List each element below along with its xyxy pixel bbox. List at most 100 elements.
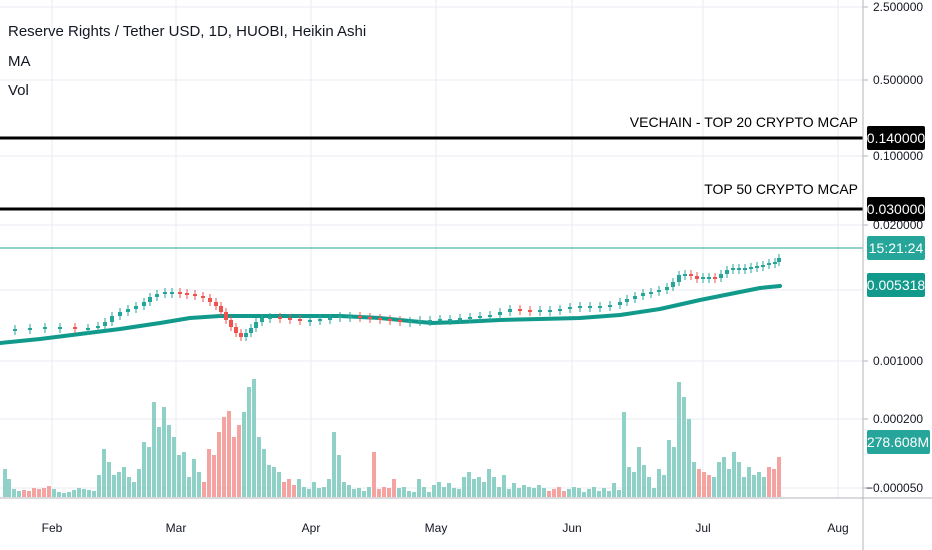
volume-bar (262, 449, 266, 497)
volume-bar (277, 472, 281, 497)
volume-bar (67, 492, 71, 497)
volume-bar (87, 490, 91, 497)
price-axis[interactable]: 2.500000 0.500000 0.100000 0.020000 0.00… (863, 0, 923, 495)
volume-bar (202, 482, 206, 497)
candle-body (338, 316, 342, 318)
volume-bar (37, 489, 41, 497)
volume-bar (242, 412, 246, 497)
candle-body (701, 277, 705, 279)
volume-bar (567, 489, 571, 497)
candle-body (448, 319, 452, 321)
candle-body (633, 296, 637, 299)
candle-body (528, 310, 532, 312)
volume-bar (162, 407, 166, 497)
volume-bar (602, 488, 606, 497)
volume-bar (167, 425, 171, 497)
volume-bar (772, 469, 776, 497)
volume-bar (282, 482, 286, 497)
price-tick-5: 0.000200 (873, 412, 923, 426)
candle-body (548, 310, 552, 312)
candle-body (134, 306, 138, 309)
candle-body (743, 268, 747, 270)
volume-bar (92, 491, 96, 497)
candle-body (388, 319, 392, 321)
candle-body (288, 318, 292, 320)
candle-body (13, 329, 17, 331)
volume-bar (547, 491, 551, 497)
candle-body (86, 328, 90, 330)
candle-body (219, 306, 223, 312)
volume-bar (17, 491, 21, 497)
volume-bar (777, 457, 781, 497)
volume-bar (237, 425, 241, 497)
hline-vechain-label: VECHAIN - TOP 20 CRYPTO MCAP (630, 114, 858, 130)
candle-body (268, 317, 272, 319)
volume-bar (62, 493, 66, 497)
price-tick-3: 0.020000 (873, 218, 923, 232)
volume-bar (697, 469, 701, 497)
tag-last-price: 15:21:24 (867, 236, 925, 260)
candle-body (578, 306, 582, 308)
volume-bar (52, 489, 56, 497)
legend-vol[interactable]: Vol (8, 82, 29, 99)
candle-body (737, 268, 741, 270)
volume-bar (677, 382, 681, 497)
volume-bar (752, 475, 756, 497)
candle-body (328, 318, 332, 320)
candle-body (755, 266, 759, 268)
volume-bar (327, 479, 331, 497)
candle-body (568, 307, 572, 309)
candle-body (142, 302, 146, 306)
volume-bar (372, 452, 376, 497)
candle-body (761, 265, 765, 267)
candle-body (96, 326, 100, 328)
candle-body (598, 306, 602, 308)
grid-vertical (51, 0, 839, 498)
volume-bar (267, 465, 271, 497)
volume-bar (692, 462, 696, 497)
volume-bar (142, 442, 146, 497)
volume-bar (482, 482, 486, 497)
volume-bar (662, 475, 666, 497)
candle-body (588, 306, 592, 308)
volume-bar (487, 469, 491, 497)
volume-bar (82, 489, 86, 497)
time-tick-mar: Mar (166, 521, 187, 535)
volume-bar (357, 488, 361, 497)
candle-body (707, 277, 711, 279)
volume-bar (132, 482, 136, 497)
candle-body (110, 316, 114, 322)
volume-bar (647, 477, 651, 497)
svg-text:278.608M: 278.608M (867, 434, 929, 450)
candle-body (641, 293, 645, 296)
volume-bar (22, 490, 26, 497)
candle-body (58, 327, 62, 329)
volume-bar (527, 487, 531, 497)
legend-ma[interactable]: MA (8, 53, 31, 70)
time-axis[interactable]: Feb Mar Apr May Jun Jul Aug (42, 521, 849, 535)
volume-bar (557, 487, 561, 497)
volume-bar (617, 490, 621, 497)
volume-bar (582, 492, 586, 497)
chart-legend[interactable]: Reserve Rights / Tether USD, 1D, HUOBI, … (8, 23, 366, 99)
price-tick-6: −0.000050 (866, 481, 923, 495)
volume-bar (307, 489, 311, 497)
volume-bar (252, 379, 256, 497)
volume-bar (412, 492, 416, 497)
volume-bar (407, 491, 411, 497)
candle-body (348, 316, 352, 318)
volume-bar (452, 488, 456, 497)
candle-body (418, 320, 422, 322)
candle-body (508, 309, 512, 312)
volume-bar (197, 472, 201, 497)
volume-bar (112, 475, 116, 497)
volume-bar (397, 488, 401, 497)
volume-bar (737, 462, 741, 497)
volume-bar (652, 488, 656, 497)
volume-bar (157, 427, 161, 497)
volume-bar (542, 488, 546, 497)
candle-body (239, 333, 243, 337)
candle-body (689, 274, 693, 276)
volume-bar (607, 491, 611, 497)
